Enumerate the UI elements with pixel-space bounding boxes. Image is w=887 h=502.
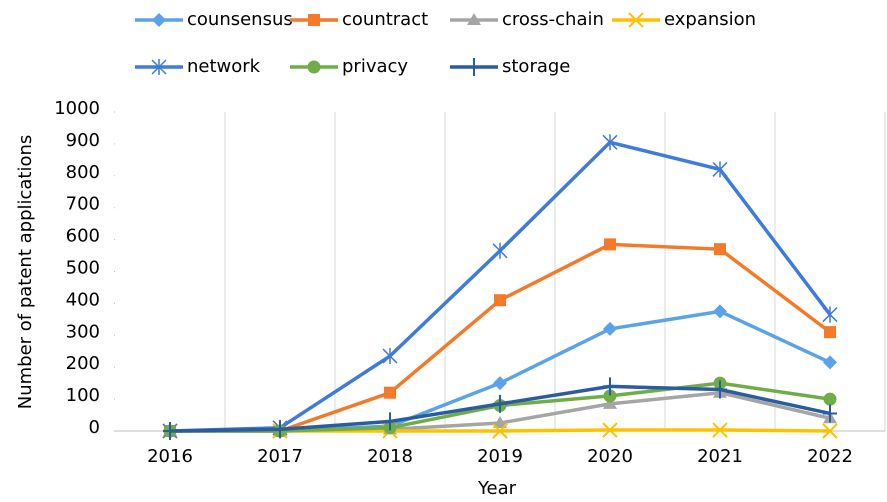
x-tick-label: 2019 xyxy=(477,446,523,467)
legend-marker xyxy=(467,13,481,25)
legend-item: cross-chain xyxy=(450,9,604,30)
marker xyxy=(273,420,287,439)
marker xyxy=(493,416,507,429)
legend-item: privacy xyxy=(290,56,408,77)
legend-item: countract xyxy=(290,9,428,30)
x-tick-label: 2017 xyxy=(257,446,303,467)
marker xyxy=(602,422,618,438)
legend-marker xyxy=(307,60,321,74)
marker xyxy=(603,396,617,409)
x-tick-label: 2018 xyxy=(367,446,413,467)
marker xyxy=(493,394,507,413)
legend-marker xyxy=(467,58,481,76)
marker xyxy=(822,306,838,323)
marker xyxy=(713,380,727,399)
y-tick-label: 0 xyxy=(89,417,100,438)
marker xyxy=(163,422,177,440)
y-tick-label: 1000 xyxy=(54,98,100,119)
legend-label: counsensus xyxy=(187,9,293,30)
y-tick-label: 500 xyxy=(66,258,100,279)
y-tick-label: 700 xyxy=(66,194,100,215)
marker xyxy=(493,376,507,391)
marker xyxy=(824,326,836,339)
legend-marker xyxy=(308,14,320,26)
y-tick-label: 200 xyxy=(66,353,100,374)
series-line xyxy=(170,309,831,433)
x-tick-label: 2016 xyxy=(147,446,193,467)
marker xyxy=(602,134,618,151)
y-tick-label: 400 xyxy=(66,289,100,310)
marker xyxy=(603,321,617,336)
marker xyxy=(383,412,397,431)
legend-label: countract xyxy=(342,9,428,30)
x-tick-label: 2021 xyxy=(697,446,743,467)
legend-label: expansion xyxy=(664,9,756,30)
marker xyxy=(712,161,728,178)
legend-item: storage xyxy=(450,56,570,77)
y-tick-label: 800 xyxy=(66,162,100,183)
marker xyxy=(603,377,617,396)
marker xyxy=(823,404,837,423)
marker xyxy=(492,423,508,439)
marker xyxy=(494,294,506,307)
marker xyxy=(492,242,508,259)
legend-label: network xyxy=(187,56,261,77)
legend-marker xyxy=(152,13,166,27)
y-tick-label: 900 xyxy=(66,130,100,151)
marker xyxy=(823,392,837,406)
legend-item: network xyxy=(135,56,261,77)
legend-label: privacy xyxy=(342,56,408,77)
legend-item: expansion xyxy=(612,9,756,30)
marker xyxy=(384,386,396,399)
y-axis-title: Number of patent applications xyxy=(15,135,36,410)
marker xyxy=(603,389,617,403)
legend-label: storage xyxy=(502,56,570,77)
marker xyxy=(382,348,398,365)
x-axis-title: Year xyxy=(477,478,517,499)
x-tick-label: 2022 xyxy=(807,446,853,467)
y-tick-label: 300 xyxy=(66,321,100,342)
legend-item: counsensus xyxy=(135,9,293,30)
legend-marker xyxy=(628,12,644,28)
legend-label: cross-chain xyxy=(502,9,604,30)
legend-marker xyxy=(151,59,167,75)
x-tick-label: 2020 xyxy=(587,446,633,467)
marker xyxy=(713,304,727,319)
y-tick-label: 600 xyxy=(66,226,100,247)
marker xyxy=(714,243,726,256)
marker xyxy=(822,423,838,439)
marker xyxy=(712,422,728,438)
y-tick-label: 100 xyxy=(66,385,100,406)
marker xyxy=(604,238,616,251)
marker xyxy=(823,355,837,370)
